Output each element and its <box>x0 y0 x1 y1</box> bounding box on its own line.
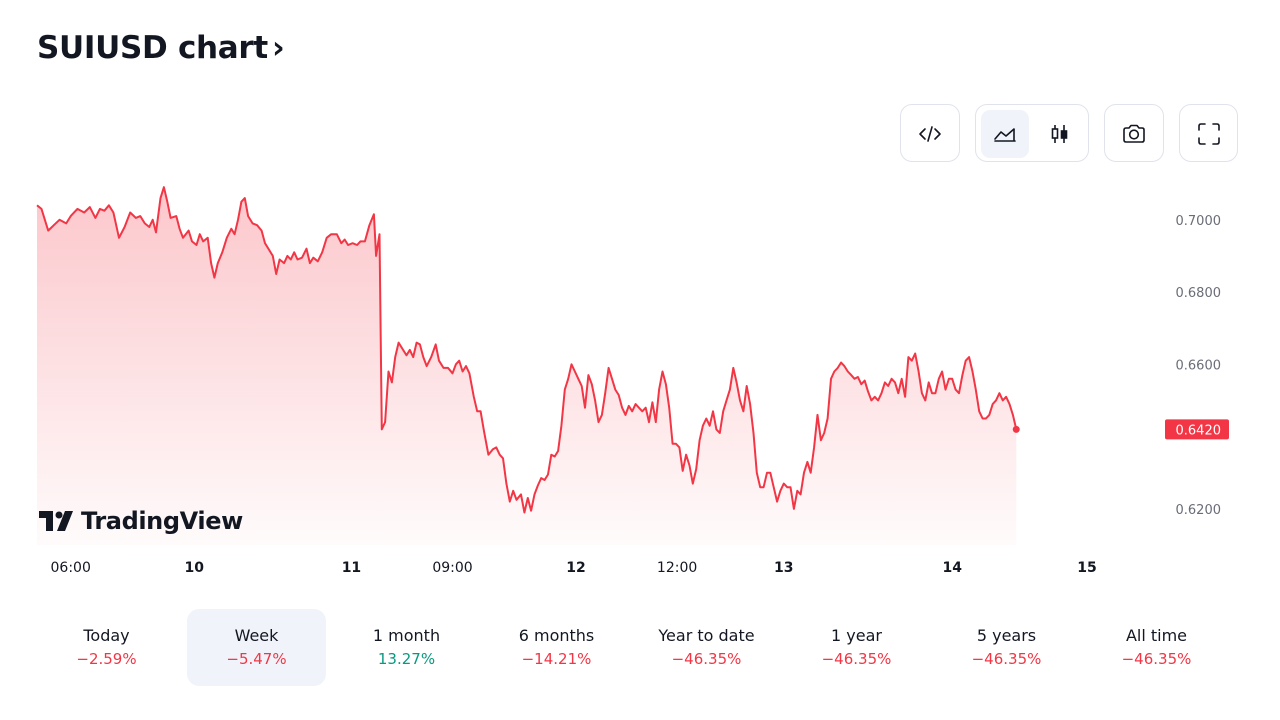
embed-toolbar <box>900 104 960 162</box>
y-tick-label: 0.7000 <box>1176 214 1222 229</box>
x-tick-label: 06:00 <box>51 560 91 576</box>
fullscreen-icon <box>1198 123 1220 145</box>
last-price-label: 0.6420 <box>1176 423 1222 438</box>
price-chart[interactable]: 0.7000 0.6800 0.6600 0.6200 06:00 10 11 09:00 1… <box>0 0 1280 600</box>
y-tick-label: 0.6800 <box>1176 286 1222 301</box>
period-1-year[interactable]: 1 year −46.35% <box>787 609 926 686</box>
period-label: 1 year <box>831 626 882 645</box>
period-change: −5.47% <box>226 650 287 668</box>
period-label: 6 months <box>518 626 595 645</box>
period-label: Year to date <box>658 626 755 645</box>
last-price-badge <box>1165 419 1229 440</box>
period-change: −46.35% <box>971 650 1042 668</box>
x-tick-label: 12 <box>566 560 585 576</box>
chevron-right-icon: › <box>271 30 285 66</box>
period-week[interactable]: Week −5.47% <box>187 609 326 686</box>
period-6-months[interactable]: 6 months −14.21% <box>487 609 626 686</box>
chart-title[interactable]: SUIUSD chart › <box>37 30 285 66</box>
period-1-month[interactable]: 1 month 13.27% <box>337 609 476 686</box>
period-change: −46.35% <box>1121 650 1192 668</box>
period-label: Week <box>234 626 279 645</box>
period-change: −14.21% <box>521 650 592 668</box>
x-tick-label: 13 <box>774 560 793 576</box>
tradingview-logo-icon <box>39 511 73 531</box>
period-5-years[interactable]: 5 years −46.35% <box>937 609 1076 686</box>
period-label: Today <box>83 626 130 645</box>
x-tick-label: 14 <box>943 560 963 576</box>
period-change: 13.27% <box>377 650 436 668</box>
period-label: 5 years <box>976 626 1037 645</box>
camera-icon <box>1123 124 1145 143</box>
chart-style-toolbar <box>975 104 1089 162</box>
period-label: All time <box>1125 626 1188 645</box>
embed-code-button[interactable] <box>906 110 954 158</box>
price-line <box>36 186 1018 514</box>
fullscreen-button[interactable] <box>1185 110 1233 158</box>
screenshot-toolbar <box>1104 104 1164 162</box>
period-year-to-date[interactable]: Year to date −46.35% <box>637 609 776 686</box>
x-axis: 06:00 10 11 09:00 12 12:00 13 14 15 <box>51 560 1097 576</box>
x-tick-label: 11 <box>342 560 361 576</box>
x-tick-label: 09:00 <box>432 560 472 576</box>
last-price-marker: 0.6420 <box>1012 419 1229 440</box>
area-chart-icon <box>994 128 1016 142</box>
y-axis: 0.7000 0.6800 0.6600 0.6200 <box>1176 214 1222 518</box>
candlestick-icon <box>1051 125 1068 143</box>
x-tick-label: 10 <box>184 560 204 576</box>
period-all-time[interactable]: All time −46.35% <box>1087 609 1226 686</box>
period-today[interactable]: Today −2.59% <box>37 609 176 686</box>
x-tick-label: 12:00 <box>657 560 697 576</box>
price-area-fill <box>37 187 1017 545</box>
period-change: −46.35% <box>671 650 742 668</box>
code-icon <box>919 126 941 142</box>
period-change: −46.35% <box>821 650 892 668</box>
candle-style-button[interactable] <box>1035 110 1083 158</box>
tradingview-logo-text: TradingView <box>81 507 243 535</box>
screenshot-button[interactable] <box>1110 110 1158 158</box>
fullscreen-toolbar <box>1179 104 1238 162</box>
y-tick-label: 0.6200 <box>1176 503 1222 518</box>
period-label: 1 month <box>372 626 441 645</box>
tradingview-logo[interactable]: TradingView <box>39 507 243 535</box>
chart-title-text: SUIUSD chart <box>37 30 268 66</box>
area-style-button[interactable] <box>981 110 1029 158</box>
last-price-dot <box>1012 425 1020 433</box>
y-tick-label: 0.6600 <box>1176 358 1222 373</box>
period-change: −2.59% <box>76 650 137 668</box>
x-tick-label: 15 <box>1077 560 1096 576</box>
period-selector: Today −2.59% Week −5.47% 1 month 13.27% 6 mont… <box>37 609 1237 686</box>
